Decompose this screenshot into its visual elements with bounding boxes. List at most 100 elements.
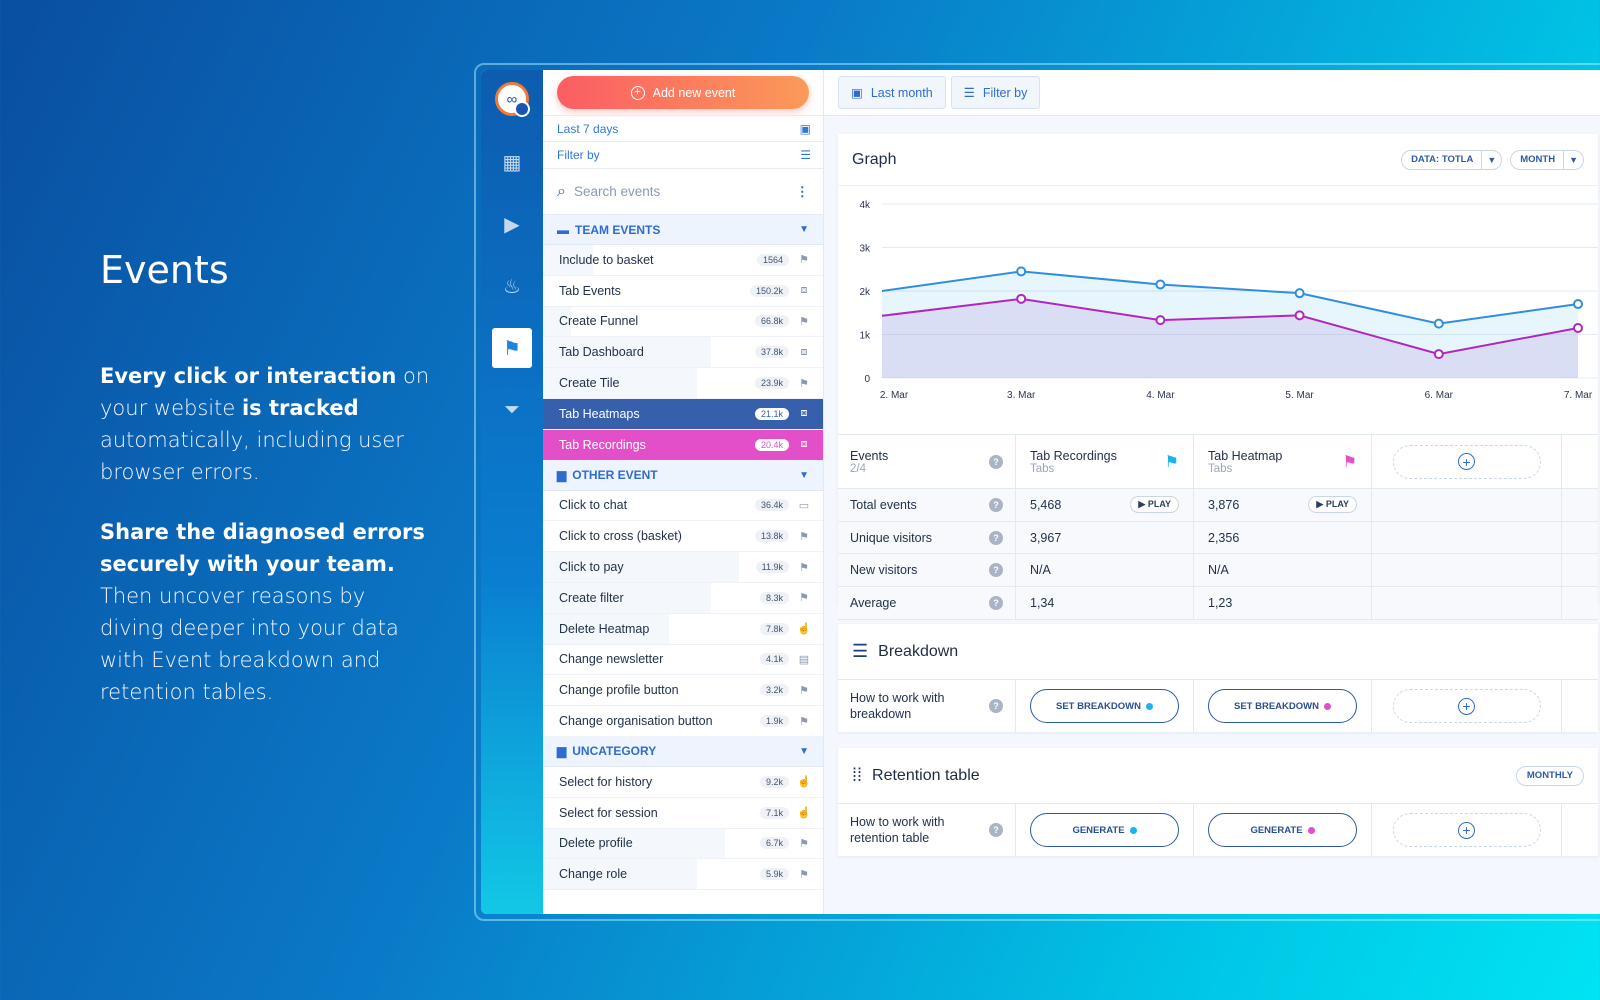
event-item[interactable]: Include to basket 1564 ⚑ (543, 245, 823, 276)
funnel-icon[interactable]: ⏷ (504, 398, 520, 421)
event-item[interactable]: Create Funnel 66.8k ⚑ (543, 306, 823, 338)
events-count: 2/4 (850, 462, 866, 475)
event-item[interactable]: Select for session 7.1k ☝ (543, 797, 823, 829)
event-count-badge: 1.9k (759, 715, 789, 728)
x-tick-label: 3. Mar (1007, 390, 1036, 401)
event-item[interactable]: Create filter 8.3k ⚑ (543, 582, 823, 614)
event-name: Delete profile (559, 836, 633, 851)
event-usage-bar (543, 828, 725, 859)
value-tab-recordings: 5,468 (1030, 497, 1062, 512)
hero-text: Events Every click or interaction on you… (100, 248, 430, 736)
event-count-badge: 13.8k (754, 530, 789, 543)
help-icon[interactable]: ? (989, 823, 1003, 837)
recordings-play-icon[interactable]: ▶ (504, 213, 520, 236)
help-icon[interactable]: ? (989, 454, 1003, 469)
set-breakdown-button[interactable]: SET BREAKDOWN (1030, 689, 1179, 723)
flag-icon: ⚑ (799, 592, 809, 605)
events-flag-icon[interactable]: ⚑ (492, 328, 532, 368)
color-dot (1129, 826, 1137, 834)
set-breakdown-button[interactable]: SET BREAKDOWN (1208, 689, 1357, 723)
graph-header: Graph DATA: TOTLA ▼ MONTH ▼ (838, 134, 1598, 186)
event-item[interactable]: Click to cross (basket) 13.8k ⚑ (543, 521, 823, 553)
table-row: Total events? 5,468 ▶ PLAY 3,876 ▶ PLAY (838, 489, 1598, 522)
breakdown-card: ☰ Breakdown How to work with breakdown? S… (838, 624, 1598, 732)
event-item[interactable]: Tab Events 150.2k ⧈ (543, 275, 823, 307)
play-button[interactable]: ▶ PLAY (1130, 496, 1179, 514)
event-item[interactable]: Tab Heatmaps 21.1k ⧈ (543, 398, 823, 430)
event-item[interactable]: Tab Dashboard 37.8k ⧈ (543, 337, 823, 369)
category-other-event[interactable]: ▆ OTHER EVENT ▼ (543, 460, 823, 491)
event-item[interactable]: Select for history 9.2k ☝ (543, 766, 823, 798)
event-item[interactable]: Delete profile 6.7k ⚑ (543, 828, 823, 860)
x-tick-label: 4. Mar (1146, 390, 1175, 401)
data-point (1433, 349, 1444, 360)
add-new-event-button[interactable]: + Add new event (557, 76, 809, 109)
add-breakdown-button[interactable]: + (1392, 689, 1541, 723)
chevron-down-icon: ▼ (799, 224, 809, 235)
flag-icon: ⚑ (799, 837, 809, 850)
event-count-badge: 9.2k (759, 775, 789, 788)
heatmap-flame-icon[interactable]: ♨ (503, 275, 521, 298)
value-tab-heatmap: 3,876 (1208, 497, 1240, 512)
data-point (1294, 288, 1305, 299)
event-item[interactable]: Change newsletter 4.1k ▤ (543, 644, 823, 676)
event-name: Select for history (559, 774, 653, 789)
filter-by-row[interactable]: Filter by ☰ (543, 142, 823, 169)
generate-button[interactable]: GENERATE (1208, 813, 1357, 847)
value-tab-heatmap: N/A (1208, 563, 1229, 578)
y-tick-label: 4k (859, 200, 871, 211)
category-uncategory[interactable]: ▆ UNCATEGORY ▼ (543, 736, 823, 767)
event-item[interactable]: Click to pay 11.9k ⚑ (543, 552, 823, 583)
search-events[interactable]: ⌕ Search events ⋮ (543, 169, 823, 215)
event-count-badge: 11.9k (755, 561, 789, 574)
help-icon[interactable]: ? (989, 595, 1003, 610)
generate-button[interactable]: GENERATE (1030, 813, 1179, 847)
flag-icon: ⚑ (799, 377, 809, 390)
event-count-badge: 66.8k (754, 315, 789, 328)
sidebar-rail: ∞ ▦ ▶ ♨ ⚑ ⏷ (481, 70, 543, 914)
event-name: Tab Heatmaps (559, 406, 640, 421)
event-item[interactable]: Tab Recordings 20.4k ⧈ (543, 429, 823, 461)
event-item[interactable]: Change profile button 3.2k ⚑ (543, 675, 823, 707)
x-tick-label: 2. Mar (880, 390, 909, 401)
add-column-button[interactable]: + (1392, 444, 1541, 479)
data-select[interactable]: DATA: TOTLA ▼ (1401, 149, 1503, 170)
help-icon[interactable]: ? (989, 530, 1003, 545)
dashboard-icon[interactable]: ▦ (502, 151, 522, 174)
play-button[interactable]: ▶ PLAY (1308, 496, 1357, 514)
value-tab-recordings: 1,34 (1030, 595, 1055, 610)
table-row: New visitors? N/A N/A (838, 554, 1598, 588)
filter-by-button[interactable]: ☰ Filter by (950, 76, 1041, 109)
help-icon[interactable]: ? (989, 563, 1003, 578)
flag-icon: ⚑ (1342, 453, 1357, 471)
logo-icon[interactable]: ∞ (495, 82, 530, 117)
help-icon[interactable]: ? (989, 497, 1003, 512)
event-count-badge: 3.2k (759, 684, 789, 697)
event-count-badge: 7.8k (759, 622, 789, 635)
event-item[interactable]: Change role 5.9k ⚑ (543, 859, 823, 891)
event-item[interactable]: Create Tile 23.9k ⚑ (543, 368, 823, 399)
add-retention-button[interactable]: + (1392, 813, 1541, 847)
event-count-badge: 8.3k (759, 591, 789, 604)
table-header-row: Events 2/4? Tab Recordings Tabs ⚑ Tab Heatm… (838, 435, 1598, 489)
x-tick-label: 5. Mar (1285, 390, 1314, 401)
event-item[interactable]: Delete Heatmap 7.8k ☝ (543, 613, 823, 645)
event-usage-bar (543, 245, 594, 275)
event-name: Tab Recordings (559, 437, 646, 452)
flag-icon: ⚑ (1164, 453, 1179, 471)
tab-icon: ⧈ (800, 407, 808, 420)
monthly-select[interactable]: MONTHLY (1515, 765, 1584, 786)
help-icon[interactable]: ? (989, 699, 1003, 713)
category-team-events[interactable]: ▬ TEAM EVENTS ▼ (543, 215, 823, 245)
column-tab-recordings: Tab Recordings (1030, 448, 1117, 463)
event-item[interactable]: Change organisation button 1.9k ⚑ (543, 706, 823, 737)
event-name: Tab Events (559, 283, 621, 298)
plus-circle-icon: + (1458, 453, 1475, 470)
data-point (1294, 310, 1305, 321)
last-month-button[interactable]: ▣ Last month (838, 76, 946, 109)
date-filter[interactable]: Last 7 days ▣ (543, 115, 823, 142)
x-tick-label: 7. Mar (1564, 390, 1593, 401)
more-options-icon[interactable]: ⋮ (795, 183, 810, 199)
month-select[interactable]: MONTH ▼ (1510, 149, 1584, 170)
event-item[interactable]: Click to chat 36.4k ▭ (543, 490, 823, 522)
